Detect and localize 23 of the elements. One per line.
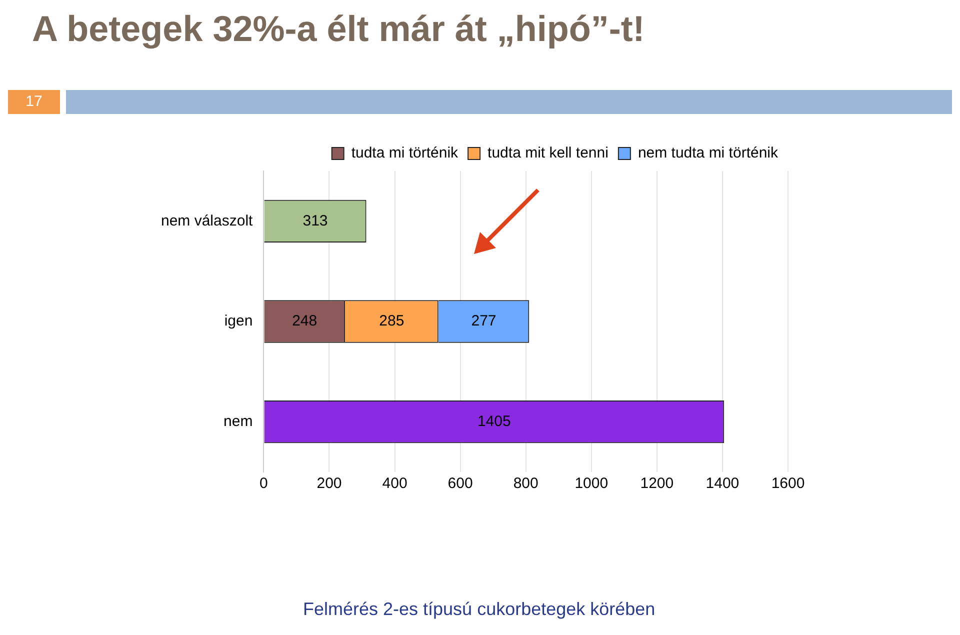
y-tick-label: igen [224,312,253,330]
y-tick-label: nem [224,412,253,430]
data-label: 285 [379,312,404,330]
data-label: 248 [292,312,318,330]
x-tick-label: 0 [260,475,268,492]
text: Felmérés 2-es típusú cukorbetegek körében [303,598,656,620]
chart-title: A betegek 32%-a élt már át „hipó”-t! [32,8,645,50]
x-tick-label: 1400 [706,475,740,492]
legend-label: tudta mi történik [351,144,459,162]
x-tick-label: 400 [382,475,408,492]
y-tick-label: nem válaszolt [160,212,254,230]
text: 17 [8,90,60,114]
legend-label: nem tudta mi történik [638,144,778,162]
data-label: 277 [471,312,496,330]
x-tick-label: 200 [316,475,342,492]
x-tick-label: 600 [448,475,473,492]
data-label: 313 [302,212,328,230]
x-tick-label: 1200 [640,475,674,492]
x-tick-label: 800 [513,475,538,492]
x-tick-label: 1600 [771,475,805,492]
data-label: 1405 [477,412,511,430]
x-tick-label: 1000 [574,475,608,492]
legend-label: tudta mit kell tenni [488,144,608,162]
